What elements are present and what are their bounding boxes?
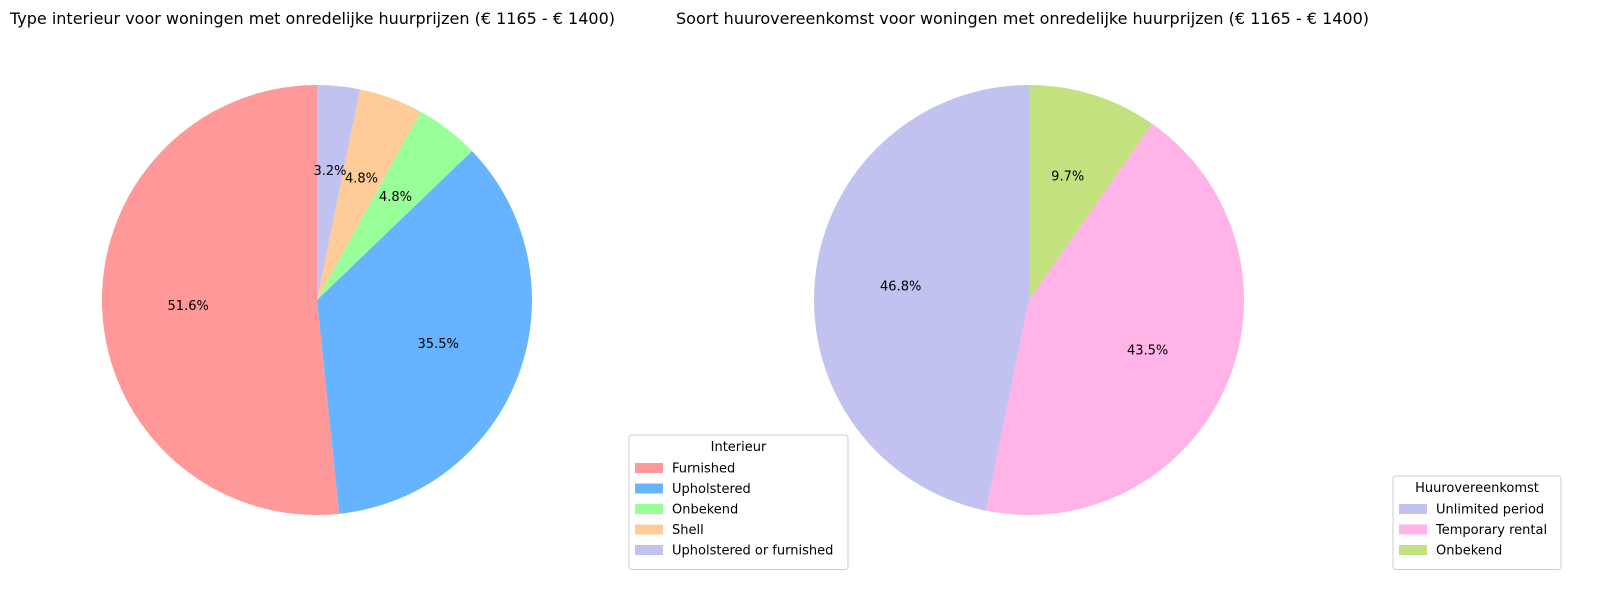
huurovereenkomst-pie-chart: Soort huurovereenkomst voor woningen met…: [676, 9, 1562, 570]
huurovereenkomst-slice-unlimited-period: [813, 84, 1029, 511]
interieur-slice-label-shell: 4.8%: [345, 171, 378, 186]
huurovereenkomst-legend-swatch-temporary-rental: [1399, 524, 1427, 535]
interieur-legend-label-furnished: Furnished: [672, 462, 735, 477]
huurovereenkomst-slice-label-unlimited-period: 46.8%: [880, 280, 921, 295]
interieur-legend-swatch-shell: [635, 524, 663, 535]
interieur-legend-title: Interieur: [711, 440, 767, 455]
interieur-legend-swatch-upholstered: [635, 483, 663, 494]
interieur-legend-label-onbekend: Onbekend: [672, 503, 738, 518]
interieur-slice-label-furnished: 51.6%: [168, 299, 209, 314]
interieur-slice-label-onbekend: 4.8%: [379, 190, 412, 205]
huurovereenkomst-slice-temporary-rental: [986, 123, 1244, 516]
interieur-legend: Interieur Furnished Upholstered Onbekend She…: [628, 434, 849, 570]
huurovereenkomst-chart-title: Soort huurovereenkomst voor woningen met…: [676, 9, 1369, 28]
huurovereenkomst-legend-label-unlimited-period: Unlimited period: [1436, 503, 1544, 518]
interieur-slice-label-upholstered: 35.5%: [418, 337, 459, 352]
huurovereenkomst-legend-label-temporary-rental: Temporary rental: [1435, 523, 1547, 538]
interieur-legend-label-upholstered-or-furnished: Upholstered or furnished: [672, 544, 833, 559]
interieur-slice-onbekend: [317, 111, 472, 301]
huurovereenkomst-legend: Huurovereenkomst Unlimited period Temporar…: [1392, 475, 1562, 570]
interieur-legend-swatch-upholstered-or-furnished: [635, 545, 663, 555]
huurovereenkomst-legend-swatch-onbekend: [1399, 545, 1427, 555]
huurovereenkomst-legend-swatch-unlimited-period: [1399, 504, 1427, 514]
huurovereenkomst-legend-title: Huurovereenkomst: [1415, 481, 1539, 496]
interieur-legend-swatch-furnished: [635, 463, 663, 473]
huurovereenkomst-slice-label-temporary-rental: 43.5%: [1127, 343, 1168, 358]
huurovereenkomst-slice-onbekend: [1029, 85, 1153, 300]
interieur-pie-chart: Type interieur voor woningen met onredel…: [9, 9, 849, 570]
interieur-slice-upholstered: [317, 150, 532, 514]
interieur-slice-furnished: [101, 84, 340, 515]
interieur-legend-label-shell: Shell: [672, 523, 704, 538]
interieur-slice-shell: [317, 89, 421, 300]
huurovereenkomst-legend-frame: [1392, 475, 1562, 570]
interieur-slice-upholstered-or-furnished: [317, 85, 360, 300]
interieur-slice-label-upholstered-or-furnished: 3.2%: [313, 164, 346, 179]
interieur-chart-title: Type interieur voor woningen met onredel…: [9, 9, 615, 28]
interieur-legend-frame: [628, 434, 849, 570]
interieur-legend-swatch-onbekend: [635, 504, 663, 514]
huurovereenkomst-slice-label-onbekend: 9.7%: [1051, 169, 1084, 184]
huurovereenkomst-legend-label-onbekend: Onbekend: [1436, 544, 1502, 559]
interieur-legend-label-upholstered: Upholstered: [672, 482, 751, 497]
